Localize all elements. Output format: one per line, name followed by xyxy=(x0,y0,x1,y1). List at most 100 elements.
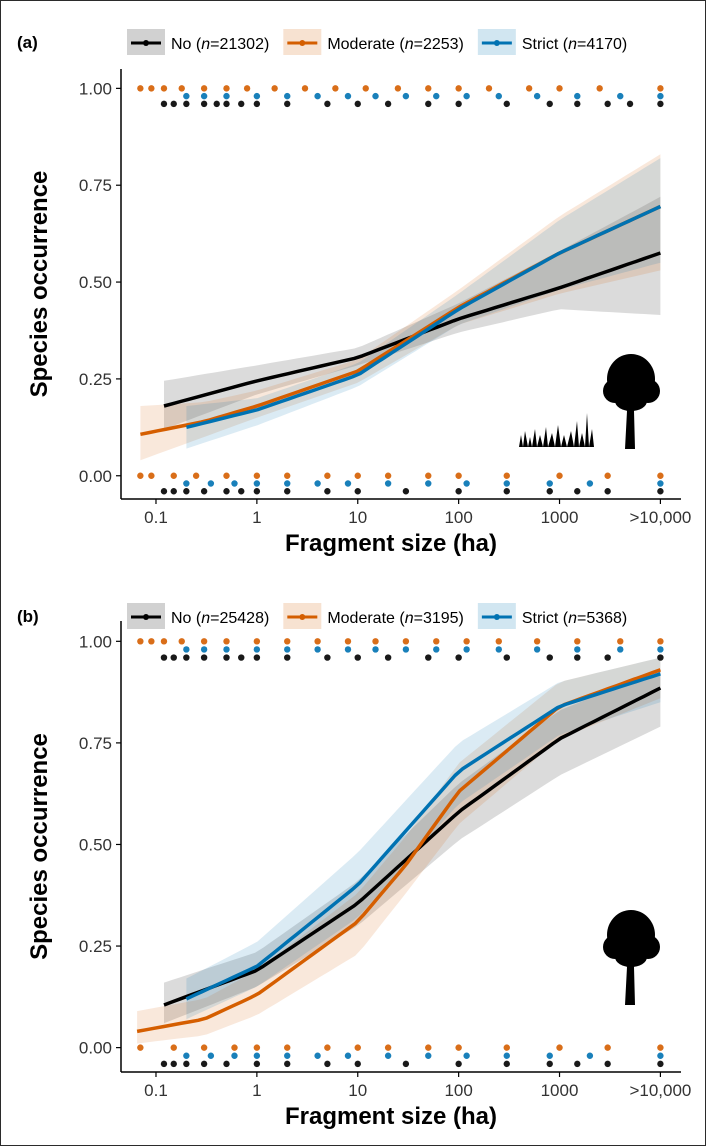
point-present-moderate xyxy=(495,638,502,645)
legend-key-band-moderate xyxy=(283,603,322,629)
point-present-strict xyxy=(284,92,291,100)
point-present-no xyxy=(183,654,190,661)
point-present-moderate xyxy=(372,638,379,645)
point-absent-moderate xyxy=(425,472,432,479)
y-tick-label: 0.75 xyxy=(79,176,112,195)
x-tick-label: 1000 xyxy=(541,1081,579,1100)
ci-band-strict xyxy=(186,158,661,449)
point-absent-no xyxy=(200,488,208,495)
point-present-no xyxy=(170,654,177,661)
point-present-moderate xyxy=(148,638,155,645)
point-absent-moderate xyxy=(223,472,230,479)
point-present-moderate xyxy=(160,638,168,645)
point-absent-strict xyxy=(463,1052,470,1059)
point-present-moderate xyxy=(574,638,581,645)
grass-icon xyxy=(519,413,594,447)
point-absent-no xyxy=(284,488,291,495)
legend-item-no: No (n=25428) xyxy=(127,603,269,629)
point-absent-moderate xyxy=(324,472,331,479)
point-absent-moderate xyxy=(455,472,462,479)
point-present-strict xyxy=(344,646,352,653)
point-present-moderate xyxy=(533,638,541,645)
y-tick-label: 1.00 xyxy=(79,632,112,651)
point-absent-strict xyxy=(586,1052,594,1059)
point-present-moderate xyxy=(332,85,339,92)
point-absent-moderate xyxy=(604,472,611,479)
legend: No (n=21302) Moderate (n=2253) Strict (n=4… xyxy=(127,29,627,55)
point-absent-no xyxy=(402,1060,410,1068)
point-present-strict xyxy=(657,646,664,653)
point-present-no xyxy=(200,654,208,661)
point-present-moderate xyxy=(455,85,462,92)
y-tick-label: 0.75 xyxy=(79,734,112,753)
point-absent-moderate xyxy=(253,472,261,479)
ci-band-moderate xyxy=(137,657,661,1044)
point-present-no xyxy=(200,100,208,108)
y-axis-title: Species occurrence xyxy=(26,171,53,398)
point-present-strict xyxy=(253,646,261,653)
point-present-moderate xyxy=(556,85,563,92)
legend-item-strict: Strict (n=4170) xyxy=(477,29,627,55)
point-present-moderate xyxy=(433,638,440,645)
point-present-moderate xyxy=(284,638,291,645)
point-present-no xyxy=(657,654,664,661)
point-present-strict xyxy=(657,92,664,100)
x-tick-label: 1000 xyxy=(541,508,579,527)
point-present-no xyxy=(160,654,168,661)
x-tick-label: 0.1 xyxy=(144,508,168,527)
point-absent-strict xyxy=(503,480,510,487)
point-present-moderate xyxy=(223,638,230,645)
point-absent-no xyxy=(503,488,510,495)
point-present-strict xyxy=(253,92,261,100)
point-present-no xyxy=(574,654,581,661)
point-absent-strict xyxy=(657,1052,664,1059)
point-present-moderate xyxy=(657,85,664,92)
point-absent-no xyxy=(503,1060,510,1068)
point-absent-moderate xyxy=(384,1044,392,1051)
point-absent-strict xyxy=(546,480,553,487)
point-absent-moderate xyxy=(657,472,664,479)
point-present-strict xyxy=(314,92,321,100)
legend: No (n=25428) Moderate (n=3195) Strict (n=5… xyxy=(127,603,627,629)
ci-band-no xyxy=(164,196,661,430)
point-absent-moderate xyxy=(455,1044,462,1051)
point-absent-strict xyxy=(183,480,190,487)
point-present-strict xyxy=(574,92,581,100)
point-absent-moderate xyxy=(657,1044,664,1051)
point-absent-moderate xyxy=(604,1044,611,1051)
legend-label-strict: Strict (n=4170) xyxy=(522,36,627,53)
point-present-strict xyxy=(433,646,440,653)
point-absent-moderate xyxy=(503,1044,510,1051)
point-present-moderate xyxy=(160,85,168,92)
point-present-no xyxy=(170,100,177,108)
point-present-moderate xyxy=(200,85,208,92)
y-tick-label: 1.00 xyxy=(79,79,112,98)
x-tick-label: >10,000 xyxy=(629,508,691,527)
point-absent-no xyxy=(170,1060,177,1068)
point-absent-no xyxy=(574,488,581,495)
chart-panel-b: (b) No (n=25428) Moderate (n=3195) Strict (… xyxy=(17,603,691,1130)
point-present-strict xyxy=(402,646,410,653)
point-present-moderate xyxy=(344,638,352,645)
point-absent-strict xyxy=(586,480,594,487)
point-present-moderate xyxy=(617,638,624,645)
point-present-strict xyxy=(617,646,624,653)
point-present-no xyxy=(324,100,331,108)
point-present-no xyxy=(238,100,245,108)
y-tick-label: 0.25 xyxy=(79,370,112,389)
legend-label-no: No (n=25428) xyxy=(171,610,269,627)
point-present-strict xyxy=(314,646,321,653)
point-absent-moderate xyxy=(503,472,510,479)
x-tick-label: 1 xyxy=(252,508,261,527)
point-present-strict xyxy=(344,92,352,100)
point-present-no xyxy=(238,654,245,661)
point-present-moderate xyxy=(425,85,432,92)
point-absent-no xyxy=(238,488,245,495)
point-present-no xyxy=(604,100,611,108)
legend-label-no: No (n=21302) xyxy=(171,36,269,53)
point-absent-moderate xyxy=(556,1044,563,1051)
point-present-no xyxy=(626,100,634,108)
point-absent-no xyxy=(253,1060,261,1068)
